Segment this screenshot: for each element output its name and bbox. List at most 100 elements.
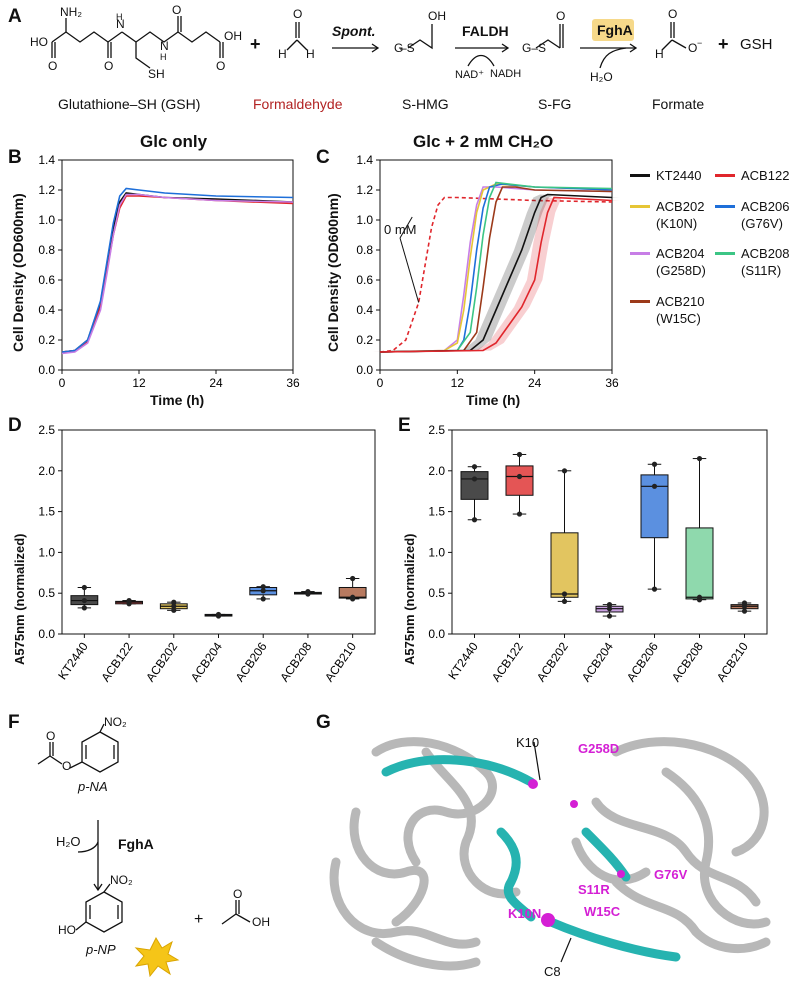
svg-text:SH: SH — [148, 67, 165, 81]
svg-text:NO₂: NO₂ — [104, 715, 127, 729]
formaldehyde-name: Formaldehyde — [253, 96, 343, 112]
data-point — [561, 598, 568, 604]
data-point — [696, 594, 703, 600]
panel-letter-f: F — [8, 712, 20, 733]
zero-mm-annotation: 0 mM — [384, 222, 417, 237]
svg-text:H: H — [116, 12, 123, 22]
x-tick-label: 12 — [451, 376, 465, 390]
series-line-acb206 — [61, 187, 294, 353]
svg-text:N: N — [116, 17, 125, 31]
series-line-acb208 — [379, 181, 613, 353]
legend-label: KT2440 — [656, 168, 702, 183]
y-tick-label: 2.5 — [428, 423, 445, 437]
assay-water-label: H₂O — [56, 834, 81, 849]
legend-label: ACB202 — [656, 199, 705, 214]
legend-item: KT2440 — [630, 167, 702, 184]
svg-text:O: O — [48, 59, 57, 73]
data-point — [81, 605, 87, 611]
svg-text:O: O — [293, 7, 302, 21]
data-point — [260, 584, 266, 590]
svg-text:−: − — [697, 38, 702, 48]
legend-item: ACB208 (S11R) — [715, 245, 789, 279]
y-tick-label: 2.5 — [38, 423, 55, 437]
y-tick-label: 0.6 — [38, 273, 55, 287]
data-point — [516, 511, 523, 517]
panel-letter-b: B — [8, 147, 22, 168]
series-line-acb122 — [61, 195, 294, 353]
x-tick-label: 24 — [209, 376, 223, 390]
panel-letter-g: G — [316, 712, 331, 733]
c8-label: C8 — [544, 964, 561, 979]
svg-text:OH: OH — [252, 915, 270, 929]
legend-swatch — [715, 205, 735, 208]
x-tick-label: 0 — [59, 376, 66, 390]
data-point — [215, 611, 222, 618]
svg-text:O: O — [46, 729, 55, 743]
svg-text:O: O — [668, 7, 677, 21]
data-point — [260, 588, 266, 594]
water-label: H₂O — [590, 70, 613, 84]
series-line-0-mm — [379, 196, 613, 353]
x-tick-label: ACB206 — [624, 639, 661, 684]
svg-text:HO: HO — [58, 923, 76, 937]
legend-sublabel: (S11R) — [741, 263, 782, 278]
data-point — [741, 608, 748, 614]
svg-text:H: H — [306, 47, 315, 61]
data-point — [516, 451, 523, 458]
x-tick-label: ACB122 — [98, 639, 135, 684]
svg-text:O: O — [233, 887, 242, 901]
svg-text:G–S: G–S — [522, 41, 546, 55]
k10-label: K10 — [516, 735, 540, 750]
panel-letter-a: A — [8, 6, 22, 27]
k10n-label: K10N — [508, 906, 542, 921]
plot-frame — [379, 159, 613, 371]
legend-sublabel: (G258D) — [656, 263, 706, 278]
data-point — [606, 606, 613, 612]
formate-name: Formate — [652, 96, 705, 112]
assay-enzyme-label: FghA — [118, 836, 154, 852]
chart-d-ylabel: A575nm (normalized) — [12, 533, 27, 665]
legend-item: ACB122 — [715, 167, 789, 184]
legend-sublabel: (W15C) — [656, 311, 701, 326]
legend-swatch — [630, 205, 650, 208]
zero-mm-arrow — [399, 216, 413, 239]
series-line-acb204 — [61, 193, 294, 355]
legend-sublabel: (G76V) — [741, 216, 783, 231]
chart-c-ylabel: Cell Density (OD600nm) — [325, 193, 341, 352]
data-point — [126, 597, 132, 604]
svg-text:O: O — [688, 41, 697, 55]
x-tick-label: ACB202 — [534, 639, 571, 684]
gsh-name: Glutathione–SH (GSH) — [58, 96, 201, 112]
chart-c-title: Glc + 2 mM CH₂O — [413, 132, 554, 151]
svg-text:NO₂: NO₂ — [110, 873, 133, 887]
y-tick-label: 0.5 — [428, 586, 445, 600]
legend-sublabel: (K10N) — [656, 216, 698, 231]
fgha-label: FghA — [597, 22, 633, 38]
data-point — [350, 594, 356, 600]
x-tick-label: 36 — [286, 376, 300, 390]
data-point — [606, 602, 613, 608]
sfg-name: S-FG — [538, 96, 572, 112]
y-tick-label: 2.0 — [38, 464, 55, 478]
data-point — [651, 461, 658, 467]
y-tick-label: 0.0 — [356, 363, 373, 377]
pna-scheme-drawing: NO₂ O O NO₂ HO O OH + — [37, 715, 270, 978]
x-tick-label: 0 — [377, 376, 384, 390]
series-line-acb204 — [379, 186, 613, 353]
data-point — [471, 517, 478, 523]
legend-item: ACB202 (K10N) — [630, 198, 705, 232]
data-point — [651, 586, 658, 592]
y-tick-label: 0.8 — [356, 243, 373, 257]
data-point — [471, 464, 478, 470]
chart-b-ylabel: Cell Density (OD600nm) — [10, 193, 26, 352]
data-point — [741, 600, 748, 606]
panel-letter-d: D — [8, 415, 22, 436]
series-line-acb210 — [379, 186, 613, 353]
spont-label: Spont. — [332, 23, 376, 39]
fgha-highlight — [592, 19, 634, 41]
svg-text:H: H — [655, 47, 664, 61]
y-tick-label: 0.4 — [356, 303, 373, 317]
svg-text:O: O — [62, 759, 71, 773]
y-tick-label: 1.2 — [356, 183, 373, 197]
data-point — [561, 468, 568, 474]
